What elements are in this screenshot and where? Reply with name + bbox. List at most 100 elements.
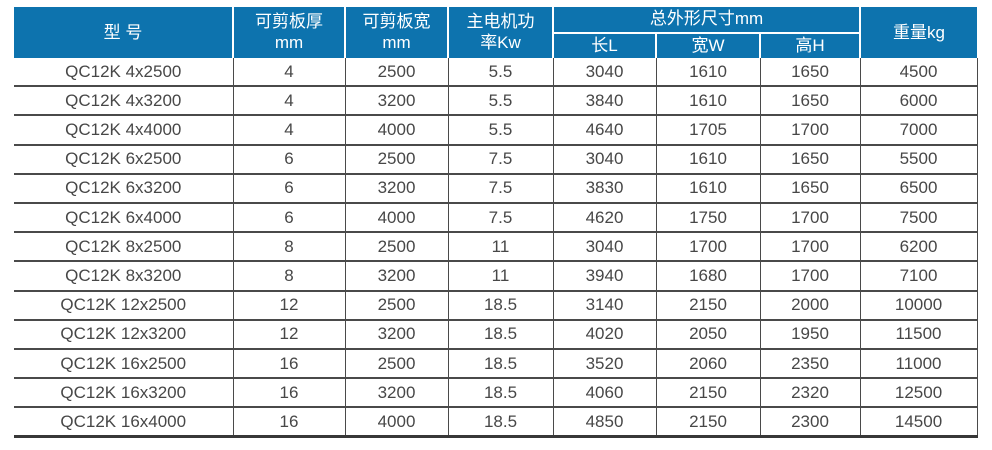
cell-height-h: 1700 [759, 232, 861, 263]
cell-length-l: 3520 [552, 348, 656, 380]
cell-shearable-width-mm: 3200 [344, 86, 448, 117]
col-header-weight: 重量kg [859, 7, 978, 59]
cell-motor-power-kw: 7.5 [447, 173, 553, 204]
spec-table: 型 号 可剪板厚 mm 可剪板宽 mm 主电机功 率Kw 总外形尺寸mm 重量k… [14, 7, 978, 439]
cell-model: QC12K 8x3200 [14, 261, 233, 292]
cell-width-w: 1610 [655, 144, 760, 175]
cell-shearable-thickness-mm: 12 [232, 319, 345, 350]
header-row-top: 型 号 可剪板厚 mm 可剪板宽 mm 主电机功 率Kw 总外形尺寸mm 重量k… [14, 7, 978, 59]
cell-shearable-thickness-mm: 6 [232, 202, 345, 234]
header-line: 主电机功 [466, 12, 535, 32]
table-row: QC12K 6x3200 6 3200 7.5 3830 1610 1650 6500 [14, 173, 978, 204]
cell-height-h: 1700 [759, 261, 861, 292]
cell-motor-power-kw: 18.5 [447, 319, 553, 350]
header-line: mm [274, 32, 304, 52]
cell-height-h: 1650 [759, 173, 861, 204]
cell-weight-kg: 11500 [859, 319, 978, 350]
col-header-model: 型 号 [14, 7, 234, 59]
table-row: QC12K 12x3200 12 3200 18.5 4020 2050 1950 11500 [14, 319, 978, 350]
cell-shearable-thickness-mm: 12 [232, 290, 345, 321]
cell-motor-power-kw: 18.5 [447, 290, 553, 321]
table-row: QC12K 8x2500 8 2500 11 3040 1700 1700 6200 [14, 232, 978, 263]
col-header-motor-power: 主电机功 率Kw [448, 7, 554, 59]
cell-model: QC12K 16x3200 [14, 378, 233, 409]
table-header: 型 号 可剪板厚 mm 可剪板宽 mm 主电机功 率Kw 总外形尺寸mm 重量k… [14, 7, 978, 59]
cell-shearable-width-mm: 4000 [344, 407, 448, 439]
table-row: QC12K 8x3200 8 3200 11 3940 1680 1700 7100 [14, 261, 978, 292]
cell-length-l: 4850 [552, 407, 656, 439]
cell-length-l: 4060 [552, 378, 656, 409]
col-header-shearable-thickness: 可剪板厚 mm [233, 7, 346, 59]
col-header-overall-dimensions: 总外形尺寸mm [553, 7, 862, 34]
cell-length-l: 3140 [552, 290, 656, 321]
cell-weight-kg: 12500 [859, 378, 978, 409]
cell-motor-power-kw: 7.5 [447, 144, 553, 175]
cell-model: QC12K 8x2500 [14, 232, 233, 263]
table-row: QC12K 16x3200 16 3200 18.5 4060 2150 2320 12500 [14, 378, 978, 409]
cell-height-h: 1650 [759, 58, 861, 88]
cell-shearable-width-mm: 3200 [344, 261, 448, 292]
cell-shearable-width-mm: 4000 [344, 202, 448, 234]
cell-weight-kg: 7000 [859, 115, 978, 146]
cell-model: QC12K 16x4000 [14, 407, 233, 439]
cell-height-h: 2000 [759, 290, 861, 321]
cell-shearable-width-mm: 3200 [344, 378, 448, 409]
cell-height-h: 2300 [759, 407, 861, 439]
cell-length-l: 4020 [552, 319, 656, 350]
cell-width-w: 1750 [655, 202, 760, 234]
cell-shearable-thickness-mm: 4 [232, 58, 345, 88]
table-row: QC12K 16x2500 16 2500 18.5 3520 2060 2350 11000 [14, 348, 978, 380]
cell-shearable-thickness-mm: 4 [232, 115, 345, 146]
cell-width-w: 2060 [655, 348, 760, 380]
cell-length-l: 3940 [552, 261, 656, 292]
cell-width-w: 1610 [655, 86, 760, 117]
cell-motor-power-kw: 5.5 [447, 86, 553, 117]
cell-shearable-thickness-mm: 16 [232, 378, 345, 409]
table-row: QC12K 4x4000 4 4000 5.5 4640 1705 1700 7000 [14, 115, 978, 146]
cell-model: QC12K 6x3200 [14, 173, 233, 204]
cell-height-h: 1650 [759, 86, 861, 117]
table-row: QC12K 12x2500 12 2500 18.5 3140 2150 2000 10000 [14, 290, 978, 321]
table-row: QC12K 16x4000 16 4000 18.5 4850 2150 2300 14500 [14, 407, 978, 439]
cell-length-l: 3040 [552, 232, 656, 263]
cell-shearable-thickness-mm: 8 [232, 261, 345, 292]
cell-height-h: 2350 [759, 348, 861, 380]
cell-width-w: 2150 [655, 378, 760, 409]
page-container: 型 号 可剪板厚 mm 可剪板宽 mm 主电机功 率Kw 总外形尺寸mm 重量k… [14, 7, 978, 439]
header-line: mm [382, 32, 411, 52]
cell-length-l: 3040 [552, 144, 656, 175]
cell-height-h: 2320 [759, 378, 861, 409]
header-line: 可剪板厚 [255, 12, 323, 32]
table-row: QC12K 6x4000 6 4000 7.5 4620 1750 1700 7500 [14, 202, 978, 234]
cell-shearable-width-mm: 2500 [344, 58, 448, 88]
cell-model: QC12K 6x4000 [14, 202, 233, 234]
cell-length-l: 3040 [552, 58, 656, 88]
cell-weight-kg: 11000 [859, 348, 978, 380]
cell-weight-kg: 10000 [859, 290, 978, 321]
table-row: QC12K 6x2500 6 2500 7.5 3040 1610 1650 5500 [14, 144, 978, 175]
cell-width-w: 1610 [655, 58, 760, 88]
col-header-height-h: 高H [760, 33, 862, 59]
cell-motor-power-kw: 18.5 [447, 378, 553, 409]
cell-width-w: 2050 [655, 319, 760, 350]
cell-shearable-width-mm: 3200 [344, 173, 448, 204]
cell-length-l: 4620 [552, 202, 656, 234]
cell-weight-kg: 5500 [859, 144, 978, 175]
cell-motor-power-kw: 7.5 [447, 202, 553, 234]
cell-shearable-width-mm: 2500 [344, 348, 448, 380]
cell-motor-power-kw: 18.5 [447, 407, 553, 439]
cell-shearable-thickness-mm: 6 [232, 144, 345, 175]
cell-weight-kg: 6500 [859, 173, 978, 204]
cell-model: QC12K 4x3200 [14, 86, 233, 117]
cell-model: QC12K 16x2500 [14, 348, 233, 380]
cell-motor-power-kw: 18.5 [447, 348, 553, 380]
cell-weight-kg: 6200 [859, 232, 978, 263]
cell-height-h: 1950 [759, 319, 861, 350]
cell-model: QC12K 12x3200 [14, 319, 233, 350]
cell-shearable-width-mm: 3200 [344, 319, 448, 350]
cell-length-l: 3830 [552, 173, 656, 204]
header-line: 率Kw [480, 32, 521, 52]
cell-width-w: 1610 [655, 173, 760, 204]
cell-shearable-width-mm: 2500 [344, 290, 448, 321]
cell-length-l: 3840 [552, 86, 656, 117]
